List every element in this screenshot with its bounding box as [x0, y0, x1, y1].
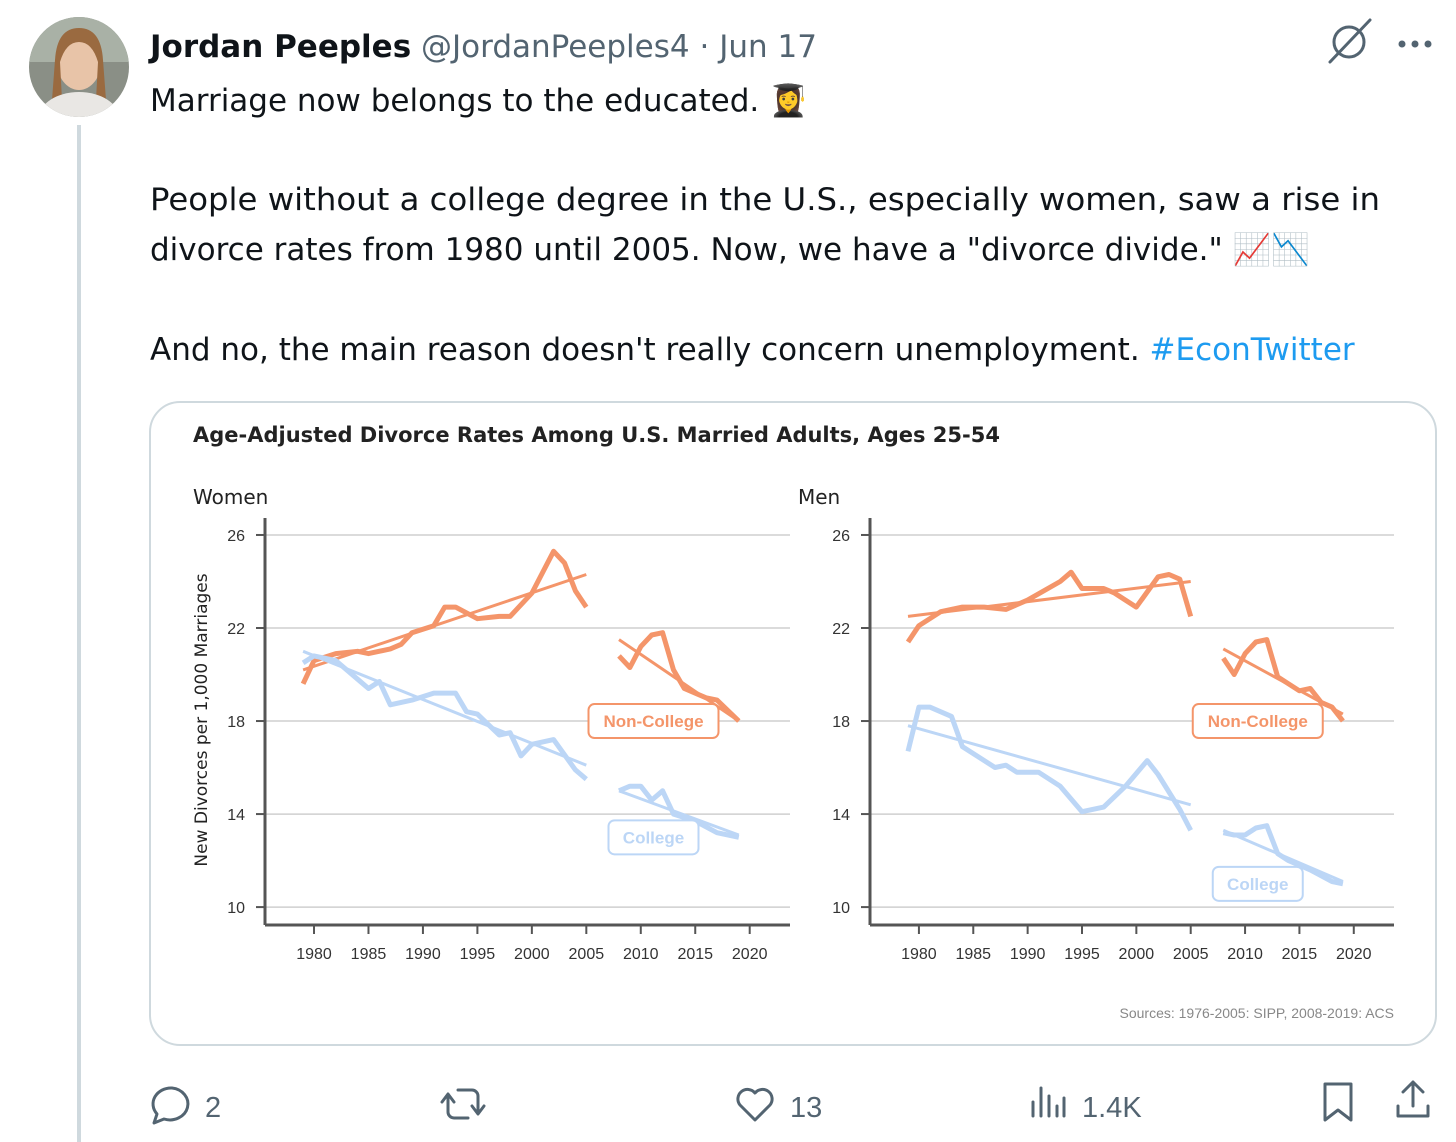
series-label-box	[607, 819, 700, 856]
x-tick-label: 2000	[514, 946, 550, 963]
y-tick-label: 26	[227, 528, 245, 545]
x-tick-label: 2000	[1119, 946, 1155, 963]
y-tick-label: 18	[227, 714, 245, 731]
avatar[interactable]	[29, 17, 129, 144]
x-tick-label: 2010	[623, 946, 659, 963]
series-label: Non-College	[603, 712, 703, 731]
like-button[interactable]: 13	[736, 1087, 822, 1124]
y-tick-label: 22	[832, 621, 850, 638]
bookmark-button[interactable]	[1323, 1082, 1353, 1122]
trend-line	[302, 649, 740, 837]
more-button[interactable]	[1398, 40, 1432, 48]
thread-line	[77, 125, 81, 1142]
share-button[interactable]	[1396, 1080, 1430, 1118]
grok-button[interactable]	[1328, 18, 1372, 64]
x-tick-label: 2020	[732, 946, 768, 963]
tweet-text: And no, the main reason doesn't really c…	[150, 332, 1140, 368]
views-button[interactable]: 1.4K	[1031, 1086, 1142, 1124]
series-label: Non-College	[1208, 712, 1308, 731]
x-tick-label: 2020	[1336, 946, 1372, 963]
like-count: 13	[790, 1092, 822, 1124]
reply-button[interactable]: 2	[151, 1086, 221, 1125]
tweet-line: And no, the main reason doesn't really c…	[150, 332, 1355, 368]
hashtag[interactable]: #EconTwitter	[1150, 332, 1355, 368]
panel-title: Men	[798, 485, 840, 509]
x-tick-label: 1980	[901, 946, 937, 963]
y-tick-label: 18	[832, 714, 850, 731]
x-tick-label: 1995	[1064, 946, 1100, 963]
y-tick-label: 10	[227, 900, 245, 917]
handle[interactable]: @JordanPeeples4	[421, 29, 690, 65]
y-tick-label: 14	[832, 807, 850, 824]
figure-title: Age-Adjusted Divorce Rates Among U.S. Ma…	[193, 423, 1000, 447]
panel-title: Women	[193, 485, 268, 509]
y-tick-label: 14	[227, 807, 245, 824]
y-tick-label: 10	[832, 900, 850, 917]
series-label: College	[623, 828, 684, 847]
series-label: College	[1227, 875, 1288, 894]
series-line	[905, 704, 1344, 887]
meta: Jordan Peeples @JordanPeeples4 · Jun 17	[148, 29, 817, 65]
x-tick-label: 2015	[677, 946, 713, 963]
x-tick-label: 2015	[1282, 946, 1318, 963]
x-tick-label: 1990	[405, 946, 441, 963]
x-tick-label: 1995	[460, 946, 496, 963]
charts: Women 10 14 18 22 26 1980 1985 1990 1995 2000 2005 2…	[193, 485, 1394, 963]
separator: ·	[699, 29, 709, 65]
series-label-box	[1191, 703, 1324, 740]
trend-line	[907, 580, 1344, 716]
x-tick-label: 1990	[1010, 946, 1046, 963]
view-count: 1.4K	[1082, 1092, 1142, 1124]
x-tick-label: 1985	[351, 946, 387, 963]
tweet-line: People without a college degree in the U…	[150, 182, 1380, 218]
repost-button[interactable]	[440, 1088, 486, 1120]
y-tick-label: 26	[832, 528, 850, 545]
author[interactable]: Jordan Peeples	[148, 29, 411, 65]
source: Sources: 1976-2005: SIPP, 2008-2019: ACS	[1120, 1005, 1395, 1021]
series-label-box	[587, 703, 720, 740]
x-tick-label: 2005	[569, 946, 605, 963]
media-card[interactable]	[149, 401, 1437, 1046]
tweet-line: Marriage now belongs to the educated. 👩‍…	[150, 82, 808, 119]
x-tick-label: 1980	[296, 946, 332, 963]
x-tick-label: 2010	[1227, 946, 1263, 963]
series-label-box	[1211, 865, 1304, 902]
x-tick-label: 2005	[1173, 946, 1209, 963]
reply-count: 2	[205, 1092, 221, 1124]
date[interactable]: Jun 17	[717, 29, 817, 65]
y-tick-label: 22	[227, 621, 245, 638]
tweet-line: divorce rates from 1980 until 2005. Now,…	[150, 231, 1310, 268]
x-tick-label: 1985	[955, 946, 991, 963]
trend-line	[907, 724, 1344, 883]
y-axis-label: New Divorces per 1,000 Marriages	[192, 573, 212, 866]
